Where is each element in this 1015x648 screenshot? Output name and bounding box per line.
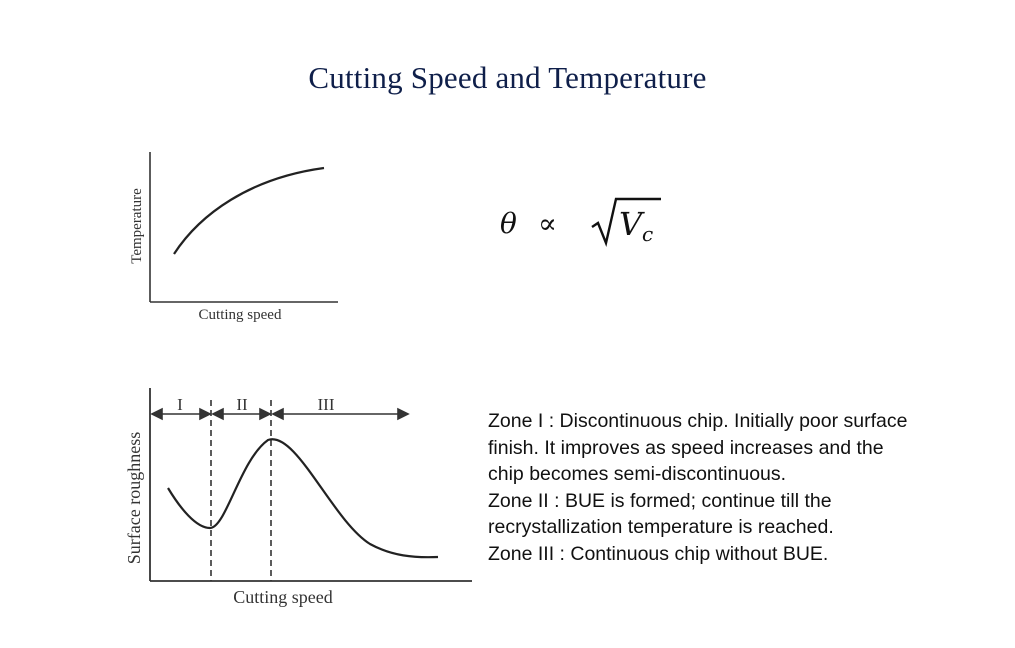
temperature-curve bbox=[173, 166, 325, 255]
roughness-curve bbox=[167, 438, 439, 559]
temperature-y-label: Temperature bbox=[129, 188, 145, 264]
formula-v: V bbox=[619, 205, 645, 243]
zone-II-description: Zone II : BUE is formed; continue till t… bbox=[488, 489, 834, 539]
zone-label-III: III bbox=[318, 395, 335, 414]
roughness-x-label: Cutting speed bbox=[233, 587, 333, 607]
zone-I-description: Zone I : Discontinuous chip. Initially p… bbox=[488, 410, 908, 485]
zone-label-I: I bbox=[177, 395, 183, 414]
zone-descriptions: Zone I : Discontinuous chip. Initially p… bbox=[488, 408, 908, 567]
formula-theta: θ bbox=[500, 207, 517, 240]
temperature-vs-speed-diagram: Cutting speed Temperature bbox=[120, 148, 380, 338]
zone-label-II: II bbox=[236, 395, 248, 414]
zone-III-description: Zone III : Continuous chip without BUE. bbox=[488, 542, 829, 565]
sqrt-sign-icon bbox=[591, 197, 661, 248]
formula-proportional: ∝ bbox=[538, 207, 557, 240]
roughness-y-label: Surface roughness bbox=[124, 432, 144, 564]
page-title: Cutting Speed and Temperature bbox=[308, 60, 707, 95]
formula-theta-proportional-sqrt-vc: θ ∝ V c bbox=[498, 193, 698, 263]
temperature-x-label: Cutting speed bbox=[199, 307, 282, 323]
formula-subscript-c: c bbox=[642, 222, 653, 246]
surface-roughness-vs-speed-diagram: I II III Cutting speed Surface roughness bbox=[118, 378, 478, 618]
